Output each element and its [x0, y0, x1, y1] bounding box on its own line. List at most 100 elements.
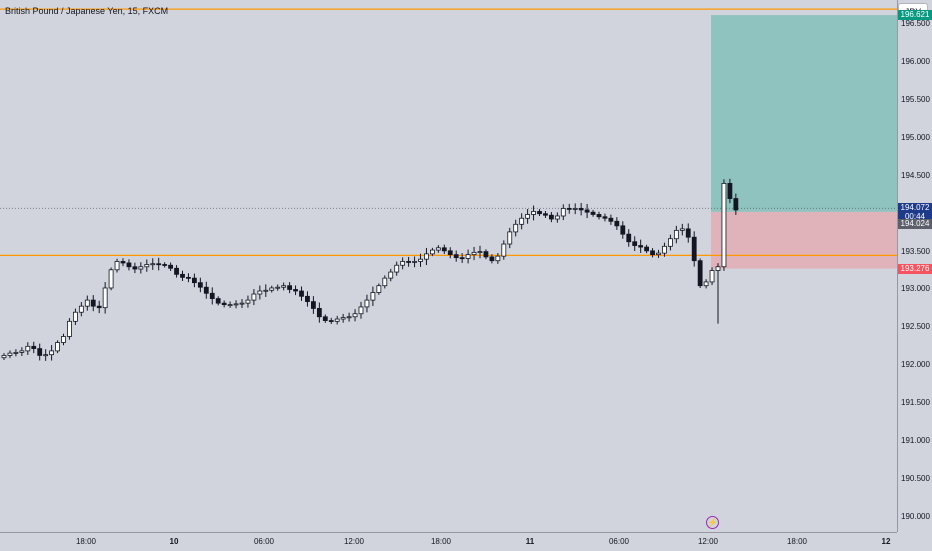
candle — [168, 262, 174, 272]
candle — [388, 268, 394, 282]
time-tick-label: 12:00 — [343, 537, 365, 546]
candle — [263, 284, 269, 297]
candle — [465, 249, 471, 264]
price-tick-label: 190.000 — [901, 511, 930, 521]
candle — [108, 267, 114, 291]
candle — [334, 315, 340, 325]
candle — [685, 223, 691, 243]
candle — [679, 223, 685, 236]
candle — [406, 256, 412, 267]
candle — [1, 353, 7, 360]
candle — [132, 262, 138, 274]
candle — [662, 242, 667, 257]
candle — [441, 244, 447, 255]
candle — [120, 258, 126, 267]
price-tick-label: 191.000 — [901, 436, 930, 446]
candle — [275, 284, 281, 291]
candle — [322, 314, 328, 323]
candle — [459, 253, 465, 263]
candle — [471, 246, 477, 261]
candle — [281, 282, 287, 291]
candle — [447, 247, 453, 259]
candle — [7, 350, 13, 359]
candle — [150, 258, 156, 270]
price-tick-label: 195.000 — [901, 132, 930, 142]
candle — [382, 275, 388, 289]
price-tick-label: 191.500 — [901, 398, 930, 408]
candle — [78, 302, 84, 317]
candle — [650, 248, 655, 258]
price-tick-label: 194.500 — [901, 170, 930, 180]
candle — [310, 296, 316, 314]
candle — [513, 219, 519, 237]
candle — [364, 294, 370, 313]
candle — [424, 247, 429, 266]
time-tick-label: 18:00 — [786, 537, 808, 546]
candle — [614, 217, 620, 230]
candle — [531, 205, 536, 221]
candle — [191, 273, 197, 288]
candle — [483, 249, 489, 260]
candle — [584, 204, 590, 219]
price-tick-label: 196.000 — [901, 57, 930, 67]
candle — [578, 202, 584, 216]
symbol-title: British Pound / Japanese Yen, 15, FXCM — [5, 6, 169, 16]
time-axis[interactable] — [0, 532, 897, 551]
chart-area[interactable] — [0, 0, 897, 532]
candle — [293, 285, 298, 296]
candle — [352, 309, 358, 322]
price-tick-label: 196.500 — [901, 19, 930, 29]
candle — [239, 299, 245, 308]
candle — [227, 301, 233, 308]
candle — [477, 245, 483, 259]
candle — [673, 225, 679, 244]
candle — [418, 253, 423, 267]
candle — [453, 250, 459, 262]
candle — [668, 234, 673, 251]
candle — [644, 244, 649, 254]
candle — [174, 265, 179, 278]
candle — [703, 279, 709, 289]
candle — [67, 318, 72, 340]
candle — [590, 209, 596, 217]
candle — [19, 347, 25, 357]
candle — [394, 261, 400, 276]
candle — [727, 178, 733, 204]
candle — [358, 301, 364, 319]
loss-zone[interactable] — [711, 211, 897, 269]
price-chart[interactable] — [0, 0, 897, 532]
candle — [489, 254, 495, 264]
candle — [519, 213, 525, 230]
target-price-tag: 196.621 — [898, 10, 932, 21]
price-tick-label: 193.000 — [901, 284, 930, 294]
candle — [180, 270, 185, 282]
entry-price-tag: 194.024 — [898, 218, 932, 229]
candle — [554, 212, 560, 223]
candle — [346, 312, 352, 322]
candle — [656, 249, 661, 258]
candle — [269, 285, 275, 293]
candle — [632, 236, 638, 251]
candle — [61, 333, 66, 346]
candle — [340, 313, 346, 323]
candle — [549, 212, 554, 223]
candle — [525, 209, 530, 224]
candle — [602, 213, 608, 222]
candle — [287, 282, 293, 294]
stop-price-tag: 193.276 — [898, 263, 932, 274]
time-tick-label: 12:00 — [697, 537, 719, 546]
price-tick-label: 192.500 — [901, 322, 930, 332]
lightning-icon[interactable]: ⚡ — [706, 516, 719, 529]
candle — [608, 214, 614, 225]
price-tick-label: 190.500 — [901, 473, 930, 483]
candle — [55, 340, 60, 354]
candle — [43, 349, 49, 361]
candle — [507, 227, 513, 249]
price-tick-label: 193.500 — [901, 246, 930, 256]
candle — [203, 281, 209, 299]
candle — [572, 203, 578, 215]
time-tick-label: 06:00 — [253, 537, 275, 546]
candle — [638, 239, 644, 253]
profit-zone[interactable] — [711, 15, 897, 212]
candle — [566, 203, 572, 214]
